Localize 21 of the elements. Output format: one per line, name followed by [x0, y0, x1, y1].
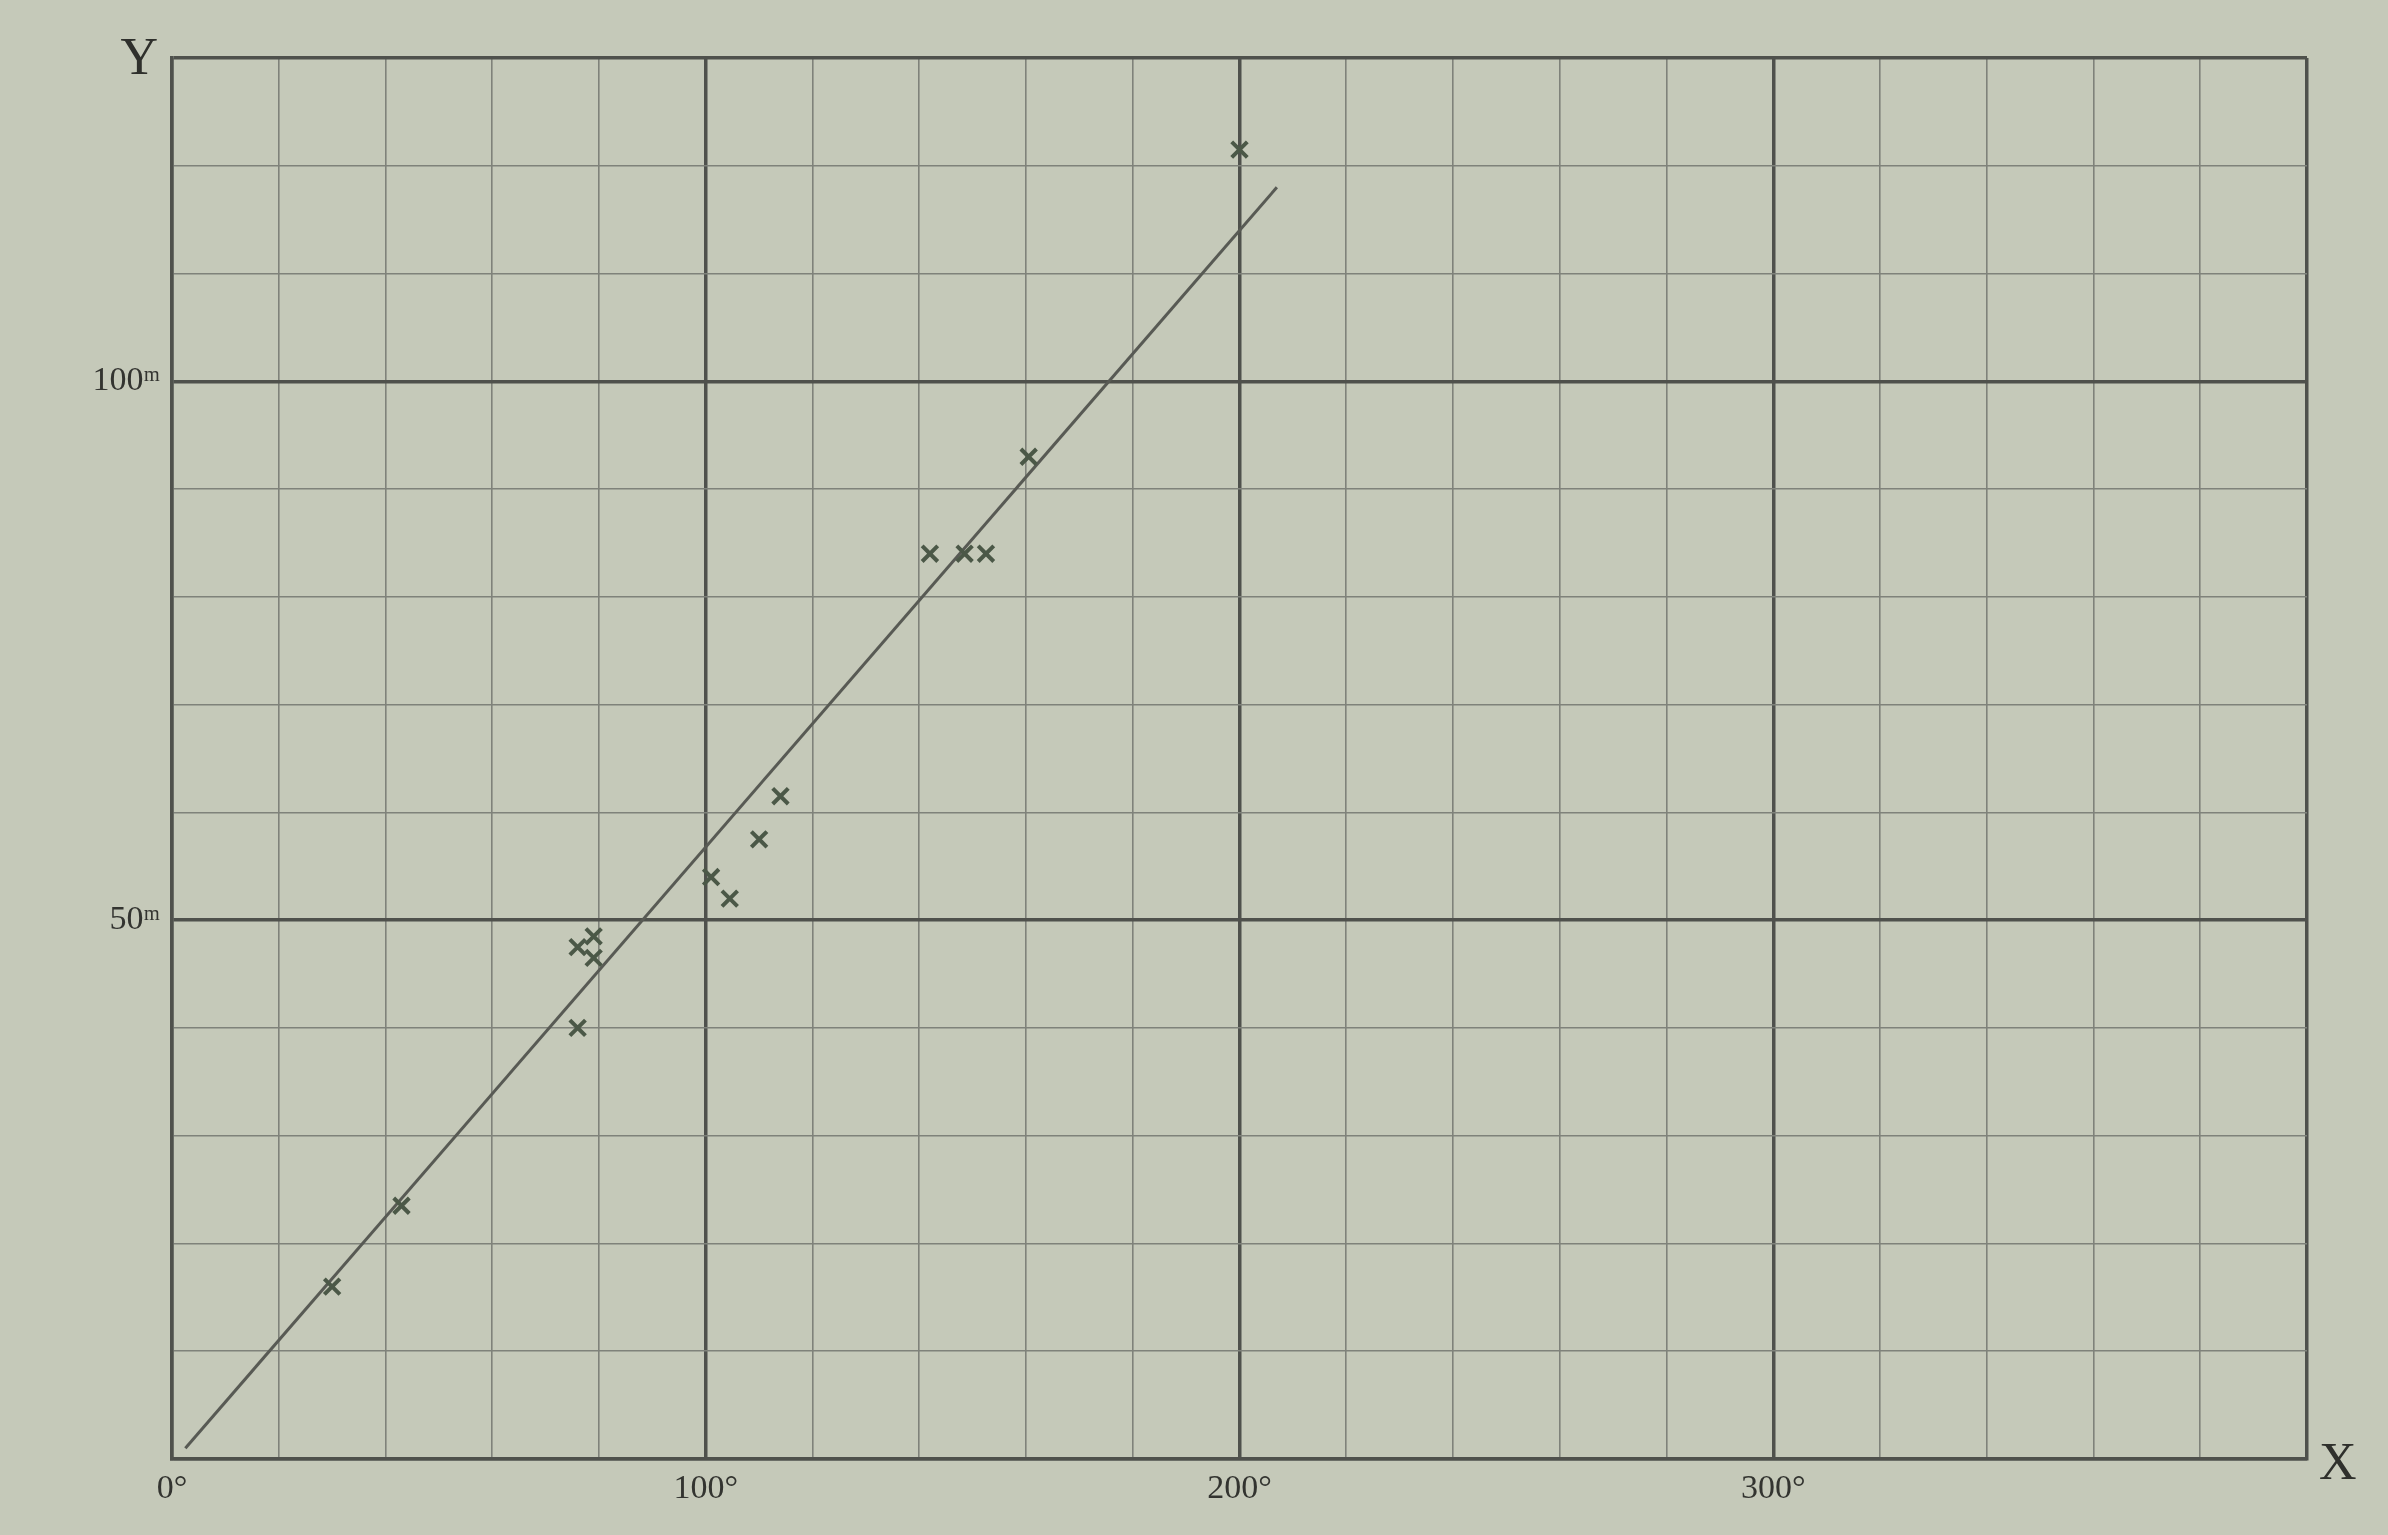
y-tick-label: 100ᵐ: [92, 360, 160, 398]
point: [1229, 139, 1250, 160]
point: [749, 829, 769, 850]
point: [701, 867, 721, 887]
point: [920, 543, 940, 564]
point: [976, 543, 996, 564]
point: [391, 1195, 412, 1216]
x-axis-title: X: [2319, 1432, 2357, 1490]
point: [567, 1018, 588, 1038]
point: [567, 937, 588, 957]
y-axis-title: Y: [120, 27, 158, 85]
x-tick-label: 0°: [156, 1468, 188, 1506]
point: [719, 888, 740, 909]
point: [954, 543, 975, 564]
x-tick-label: 100°: [673, 1468, 739, 1506]
point: [770, 786, 791, 806]
point: [1018, 446, 1039, 467]
point: [322, 1276, 342, 1297]
x-tick-label: 300°: [1740, 1468, 1806, 1506]
x-tick-label: 200°: [1207, 1468, 1272, 1506]
y-tick-label: 50ᵐ: [109, 899, 160, 937]
